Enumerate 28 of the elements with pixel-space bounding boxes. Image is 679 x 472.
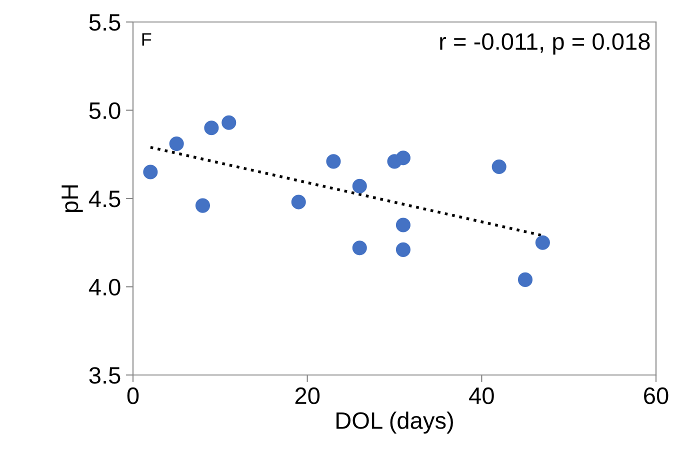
y-tick-label: 5.5 bbox=[89, 14, 120, 31]
y-tick-label: 3.5 bbox=[89, 367, 120, 384]
point bbox=[492, 159, 506, 174]
point bbox=[195, 198, 210, 213]
point bbox=[352, 178, 367, 194]
x-axis-title: DOL (days) bbox=[336, 412, 453, 434]
point bbox=[352, 240, 367, 256]
point bbox=[169, 136, 184, 152]
x-tick-label: 0 bbox=[127, 387, 139, 404]
point bbox=[204, 120, 219, 136]
y-tick-label: 5.0 bbox=[89, 102, 120, 120]
y-tick-label: 4.0 bbox=[88, 278, 120, 296]
x-tick-label: 40 bbox=[469, 387, 494, 404]
point bbox=[518, 272, 533, 287]
x-tick-label: 60 bbox=[644, 387, 668, 404]
point bbox=[396, 218, 410, 232]
annotation: F bbox=[142, 33, 152, 46]
point bbox=[222, 115, 236, 130]
point bbox=[291, 194, 306, 210]
y-tick-label: 4.5 bbox=[88, 190, 120, 208]
point bbox=[143, 164, 158, 180]
y-axis-title: pH bbox=[62, 185, 83, 212]
annotation: r = -0.011, p = 0.018 bbox=[440, 33, 650, 55]
x-tick-label: 20 bbox=[295, 387, 320, 404]
point bbox=[396, 150, 410, 166]
point bbox=[535, 235, 550, 250]
point bbox=[396, 242, 410, 257]
point bbox=[326, 154, 341, 169]
